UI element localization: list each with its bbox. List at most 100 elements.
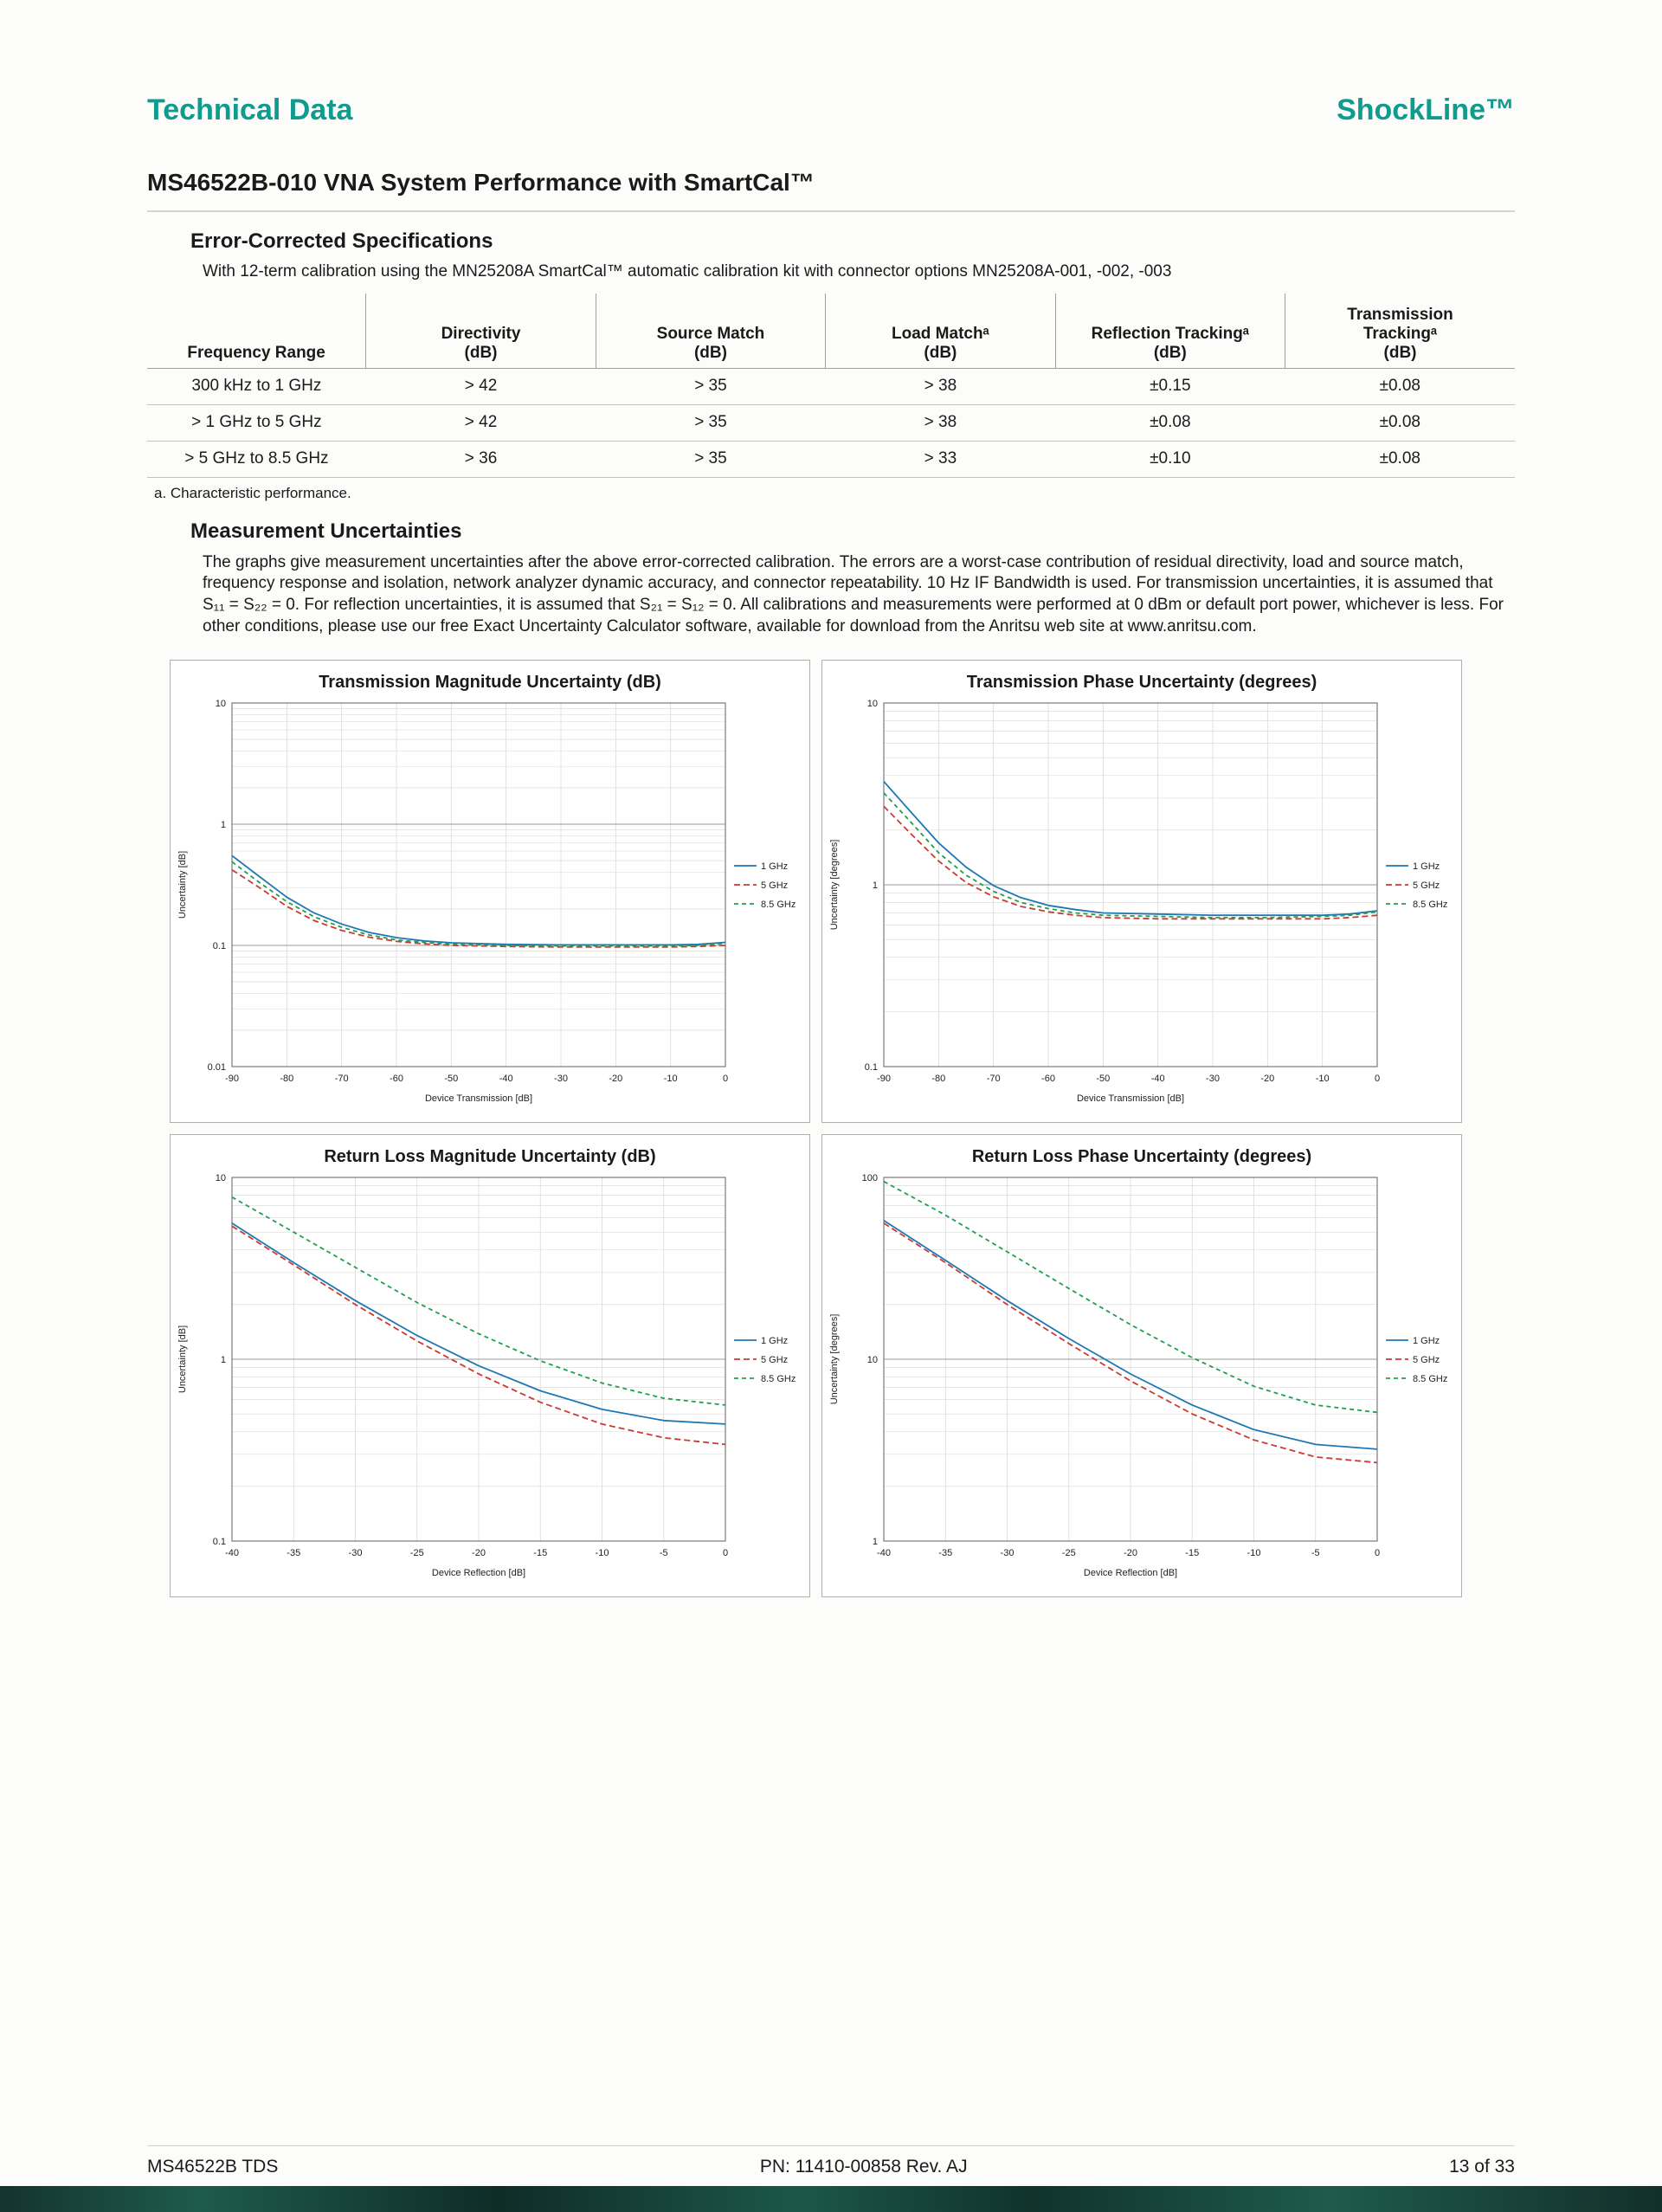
chart-plot: -40 -35 -30 -25 -20 -15 -10 -5 0 0.1 1 10 Device Ref… [171, 1169, 808, 1590]
svg-text:0: 0 [1375, 1548, 1380, 1558]
error-corrected-spec-table: Frequency Range Directivity (dB) Source M… [147, 293, 1515, 478]
section-heading-error-corrected: Error-Corrected Specifications [190, 229, 493, 253]
svg-text:-50: -50 [1096, 1074, 1110, 1084]
svg-text:-10: -10 [596, 1548, 609, 1558]
page-title: MS46522B-010 VNA System Performance with… [147, 169, 815, 196]
cell-directivity: > 42 [365, 404, 596, 442]
svg-text:-30: -30 [1001, 1548, 1015, 1558]
svg-text:-90: -90 [877, 1074, 891, 1084]
svg-text:-70: -70 [987, 1074, 1001, 1084]
svg-text:10: 10 [216, 1173, 226, 1183]
svg-text:0: 0 [1375, 1074, 1380, 1084]
cell-frequency: 300 kHz to 1 GHz [147, 368, 366, 405]
svg-text:-25: -25 [410, 1548, 424, 1558]
cell-frequency: > 5 GHz to 8.5 GHz [147, 441, 366, 478]
cell-load-match: > 38 [825, 404, 1056, 442]
svg-text:0: 0 [723, 1548, 728, 1558]
col-header-load-match: Load Matchᵃ (dB) [825, 293, 1056, 369]
svg-text:-30: -30 [1206, 1074, 1220, 1084]
title-divider [147, 210, 1515, 212]
col-header-reflection-tracking: Reflection Trackingᵃ (dB) [1054, 293, 1285, 369]
svg-text:-35: -35 [938, 1548, 952, 1558]
svg-text:-70: -70 [335, 1074, 349, 1084]
technical-data-label: Technical Data [147, 94, 353, 126]
cell-source-match: > 35 [596, 404, 826, 442]
cell-transmission-tracking: ±0.08 [1285, 441, 1515, 478]
cell-reflection-tracking: ±0.15 [1055, 368, 1285, 405]
footer-doc-name: MS46522B TDS [147, 2157, 279, 2177]
svg-text:0.1: 0.1 [865, 1062, 878, 1073]
svg-text:8.5 GHz: 8.5 GHz [761, 1374, 796, 1384]
footer-page-number: 13 of 33 [1449, 2157, 1515, 2177]
chart-plot: -90 -80 -70 -60 -50 -40 -30 -20 -10 0 0.01 0.1 1 10 De… [171, 694, 808, 1115]
col-header-transmission-tracking: Transmission Trackingᵃ (dB) [1285, 293, 1515, 369]
svg-text:-15: -15 [1185, 1548, 1199, 1558]
svg-text:10: 10 [867, 699, 878, 709]
shockline-brand: ShockLine™ [1337, 94, 1515, 126]
cell-source-match: > 35 [596, 441, 826, 478]
footer-part-number: PN: 11410-00858 Rev. AJ [759, 2157, 968, 2177]
svg-text:-15: -15 [533, 1548, 547, 1558]
svg-text:Device Transmission [dB]: Device Transmission [dB] [425, 1093, 532, 1104]
svg-text:10: 10 [216, 699, 226, 709]
svg-text:1: 1 [873, 880, 878, 891]
svg-text:-5: -5 [660, 1548, 668, 1558]
table-footnote: a. Characteristic performance. [154, 484, 351, 501]
chart-plot: -90 -80 -70 -60 -50 -40 -30 -20 -10 0 0.1 1 10 Device… [823, 694, 1460, 1115]
page-edge-strip [0, 2186, 1662, 2212]
col-header-source-match: Source Match (dB) [595, 293, 826, 369]
svg-text:-80: -80 [931, 1074, 945, 1084]
chart-transmission-magnitude-uncertainty: Transmission Magnitude Uncertainty (dB) … [170, 660, 810, 1124]
cell-source-match: > 35 [596, 368, 826, 405]
svg-text:-30: -30 [554, 1074, 568, 1084]
svg-text:5 GHz: 5 GHz [761, 1355, 788, 1365]
svg-text:Uncertainty [degrees]: Uncertainty [degrees] [829, 840, 840, 931]
svg-text:-10: -10 [664, 1074, 678, 1084]
svg-text:0.1: 0.1 [213, 1537, 226, 1547]
cell-transmission-tracking: ±0.08 [1285, 368, 1515, 405]
svg-text:1 GHz: 1 GHz [1413, 861, 1440, 872]
svg-text:-10: -10 [1316, 1074, 1330, 1084]
svg-text:-20: -20 [472, 1548, 486, 1558]
cell-directivity: > 42 [365, 368, 596, 405]
chart-title: Return Loss Phase Uncertainty (degrees) [971, 1147, 1312, 1167]
svg-text:1: 1 [221, 1355, 226, 1365]
section-heading-measurement-uncertainties: Measurement Uncertainties [190, 519, 462, 543]
page-header: Technical Data ShockLine™ [147, 0, 1515, 127]
chart-title: Transmission Magnitude Uncertainty (dB) [319, 673, 661, 693]
svg-text:0.1: 0.1 [213, 941, 226, 951]
svg-text:-40: -40 [1151, 1074, 1165, 1084]
svg-text:100: 100 [862, 1173, 878, 1183]
page-footer: MS46522B TDS PN: 11410-00858 Rev. AJ 13 … [147, 2145, 1515, 2177]
cell-transmission-tracking: ±0.08 [1285, 404, 1515, 442]
cell-reflection-tracking: ±0.08 [1055, 404, 1285, 442]
chart-title: Return Loss Magnitude Uncertainty (dB) [324, 1147, 656, 1167]
cell-reflection-tracking: ±0.10 [1055, 441, 1285, 478]
svg-text:-20: -20 [609, 1074, 622, 1084]
svg-text:5 GHz: 5 GHz [1413, 1355, 1440, 1365]
chart-title: Transmission Phase Uncertainty (degrees) [966, 673, 1317, 693]
svg-text:5 GHz: 5 GHz [1413, 880, 1440, 891]
svg-text:Device Transmission [dB]: Device Transmission [dB] [1077, 1093, 1184, 1104]
svg-text:-80: -80 [280, 1074, 293, 1084]
cell-load-match: > 38 [825, 368, 1056, 405]
svg-text:1: 1 [221, 820, 226, 830]
cell-directivity: > 36 [365, 441, 596, 478]
table-row: 300 kHz to 1 GHz > 42 > 35 > 38 ±0.15 ±0… [147, 368, 1515, 405]
svg-text:-60: -60 [390, 1074, 403, 1084]
svg-text:8.5 GHz: 8.5 GHz [1413, 1374, 1447, 1384]
uncertainty-charts-grid: Transmission Magnitude Uncertainty (dB) … [170, 660, 1515, 1598]
svg-text:8.5 GHz: 8.5 GHz [1413, 900, 1447, 910]
calibration-intro-text: With 12-term calibration using the MN252… [203, 262, 1172, 281]
cell-load-match: > 33 [825, 441, 1056, 478]
svg-text:1 GHz: 1 GHz [761, 1336, 788, 1346]
svg-text:1 GHz: 1 GHz [761, 861, 788, 872]
chart-return-loss-phase-uncertainty: Return Loss Phase Uncertainty (degrees) … [821, 1134, 1462, 1598]
spec-table-header-row: Frequency Range Directivity (dB) Source M… [147, 293, 1515, 369]
cell-frequency: > 1 GHz to 5 GHz [147, 404, 366, 442]
svg-text:5 GHz: 5 GHz [761, 880, 788, 891]
table-row: > 5 GHz to 8.5 GHz > 36 > 35 > 33 ±0.10 … [147, 441, 1515, 478]
svg-text:-10: -10 [1247, 1548, 1261, 1558]
svg-text:10: 10 [867, 1355, 878, 1365]
col-header-directivity: Directivity (dB) [365, 293, 596, 369]
